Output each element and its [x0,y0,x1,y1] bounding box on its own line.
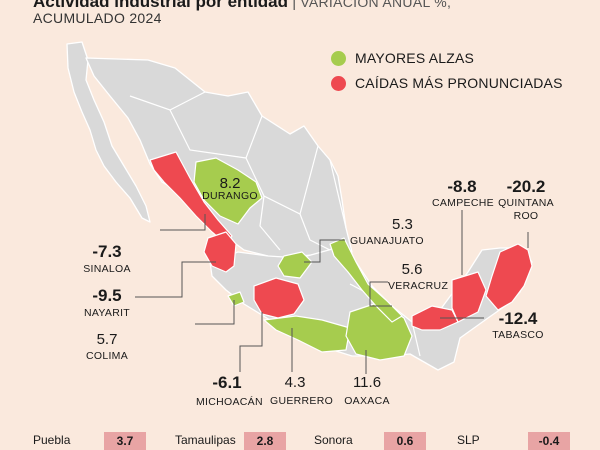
value-michoacan: -6.1 [212,373,242,392]
bottom-state-list: Puebla 3.7 Tamaulipas 2.8 Sonora 0.6 SLP… [0,432,600,450]
name-quintana-roo-1: QUINTANA [498,197,554,209]
state-campeche [451,271,487,323]
title-separator: | [292,0,297,11]
leader-sinaloa [160,214,206,231]
name-durango: DURANGO [202,190,258,202]
label-colima: 5.7 COLIMA [76,332,138,362]
state-colima [227,291,245,307]
bottom-value-1: 2.8 [244,432,286,450]
state-guerrero [263,315,351,353]
name-nayarit: NAYARIT [83,307,131,319]
value-veracruz: 5.6 [401,261,423,278]
baja-california-peninsula [66,41,151,223]
label-guanajuato: 5.3 GUANAJUATO [350,217,440,247]
legend-up: MAYORES ALZAS [331,50,474,66]
value-sinaloa: -7.3 [92,242,122,261]
legend-down: CAÍDAS MÁS PRONUNCIADAS [331,75,563,91]
label-tabasco: -12.4 TABASCO [488,310,548,341]
leader-lines [135,210,529,374]
label-durango: 8.2 DURANGO [202,176,258,202]
legend-down-swatch [331,75,346,91]
bottom-name-1: Tamaulipas [175,433,236,447]
bottom-name-0: Puebla [33,433,71,447]
leader-nayarit [135,261,216,298]
state-tabasco [411,305,459,331]
state-michoacan [253,277,305,319]
state-oaxaca [345,301,413,361]
state-guanajuato [277,251,313,279]
label-guerrero: 4.3 GUERRERO [270,374,334,407]
legend-up-swatch [331,50,346,66]
label-sinaloa: -7.3 SINALOA [76,243,138,275]
bottom-name-2: Sonora [314,433,353,447]
bottom-value-3: -0.4 [528,432,570,450]
label-oaxaca: 11.6 OAXACA [342,375,392,407]
value-quintana-roo: -20.2 [506,177,546,196]
bottom-value-0: 3.7 [104,432,146,450]
name-veracruz: VERACRUZ [388,280,449,292]
name-sinaloa: SINALOA [83,263,131,275]
value-tabasco: -12.4 [498,309,538,328]
value-guerrero: 4.3 [284,374,306,391]
name-colima: COLIMA [85,350,129,362]
value-colima: 5.7 [96,331,118,348]
leader-colima [195,300,235,325]
name-guanajuato: GUANAJUATO [350,235,424,247]
bottom-name-3: SLP [457,433,480,447]
state-veracruz [329,237,403,323]
bottom-value-2: 0.6 [384,432,426,450]
label-veracruz: 5.6 VERACRUZ [388,261,449,292]
state-nayarit [203,231,237,273]
title-subtitle-line2: ACUMULADO 2024 [33,10,162,26]
leader-michoacan [239,312,263,372]
label-nayarit: -9.5 NAYARIT [76,287,138,319]
value-guanajuato: 5.3 [392,216,413,233]
label-campeche: -8.8 CAMPECHE [432,177,494,209]
label-michoacan: -6.1 MICHOACÁN [196,373,263,408]
value-nayarit: -9.5 [92,286,122,305]
state-borders [129,91,421,357]
title-main: Actividad industrial por entidad [33,0,289,11]
state-quintana-roo [485,243,533,311]
states-fall [149,151,533,331]
states-rise [193,157,413,361]
name-quintana-roo-2: ROO [513,209,539,222]
name-tabasco: TABASCO [492,329,544,341]
value-durango: 8.2 [219,175,241,192]
value-campeche: -8.8 [447,177,477,196]
name-oaxaca: OAXACA [344,395,390,407]
label-quintana-roo: -20.2 QUINTANA ROO [498,178,554,221]
leader-guanajuato [304,239,345,263]
legend-down-label: CAÍDAS MÁS PRONUNCIADAS [355,75,563,91]
state-durango [193,157,263,225]
name-michoacan: MICHOACÁN [196,396,263,408]
title-subtitle: VARIACIÓN ANUAL %, [300,0,452,10]
legend-up-label: MAYORES ALZAS [355,50,475,66]
name-campeche: CAMPECHE [432,197,494,209]
leader-veracruz [369,281,392,307]
chart-title: Actividad industrial por entidad | VARIA… [33,0,451,12]
value-oaxaca: 11.6 [352,374,382,391]
name-guerrero: GUERRERO [270,395,334,407]
